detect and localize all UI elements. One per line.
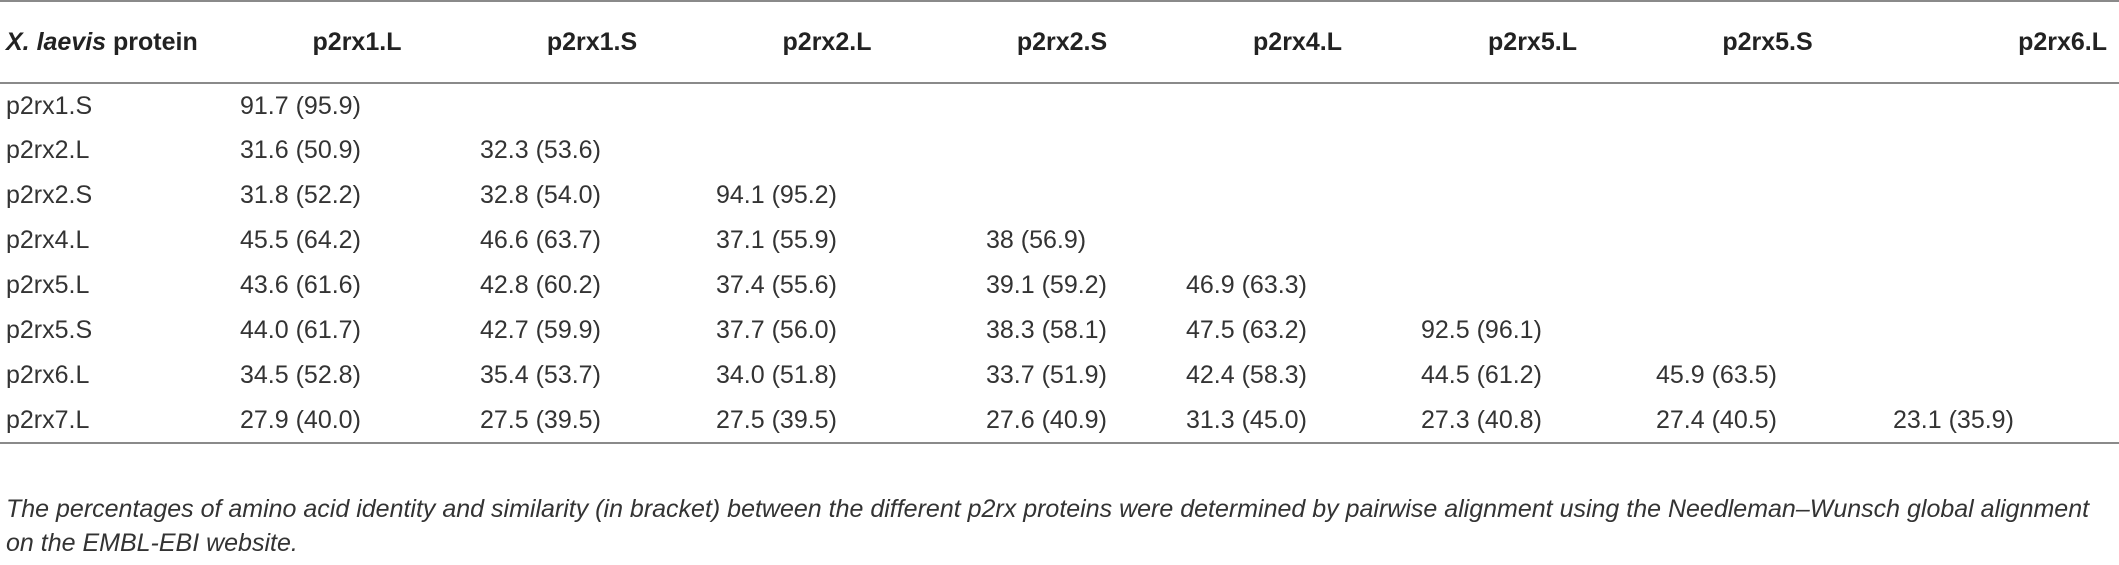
header-row: X. laevis protein p2rx1.L p2rx1.S p2rx2.L p… (0, 0, 2119, 84)
table-cell (1650, 128, 1885, 173)
table-row: p2rx1.S 91.7 (95.9) (0, 83, 2119, 128)
table-cell: 43.6 (61.6) (240, 271, 361, 299)
table-cell: 31.8 (52.2) (240, 181, 361, 209)
table-cell: 92.5 (96.1) (1421, 316, 1542, 344)
table-cell: 33.7 (51.9) (986, 361, 1107, 389)
table-cell: 44.0 (61.7) (240, 316, 361, 344)
row-label: p2rx2.S (6, 181, 93, 209)
column-header: p2rx4.L (1180, 0, 1415, 84)
table-cell (1415, 83, 1650, 128)
table-cell (1650, 263, 1885, 308)
table-cell (710, 83, 944, 128)
table-footnote: The percentages of amino acid identity a… (6, 495, 2090, 557)
table-cell: 37.1 (55.9) (716, 226, 837, 254)
species-name: X. laevis (6, 27, 107, 56)
column-header: p2rx6.L (1885, 0, 2119, 84)
table-cell: 32.8 (54.0) (480, 181, 601, 209)
table-cell: 27.5 (39.5) (474, 398, 710, 444)
table-cell: 34.5 (52.8) (240, 361, 361, 389)
table-cell (1885, 128, 2119, 173)
row-label: p2rx7.L (0, 398, 240, 444)
table-cell (1415, 128, 1650, 173)
table-cell: 38 (56.9) (986, 226, 1087, 254)
column-header: p2rx5.S (1650, 0, 1885, 84)
row-label: p2rx4.L (6, 226, 90, 254)
table-body: p2rx1.S 91.7 (95.9) p2rx2.L 31.6 (50.9) 32.3… (0, 83, 2119, 444)
table-cell (1650, 218, 1885, 263)
table-cell: 27.5 (39.5) (710, 398, 944, 444)
table-cell: 27.9 (40.0) (240, 398, 474, 444)
table-cell: 94.1 (95.2) (716, 181, 837, 209)
table-cell: 27.6 (40.9) (944, 398, 1180, 444)
table-cell (1650, 83, 1885, 128)
table-cell: 23.1 (35.9) (1885, 398, 2119, 444)
table-row: p2rx4.L 45.5 (64.2) 46.6 (63.7) 37.1 (55.9)… (0, 218, 2119, 263)
row-label: p2rx5.L (6, 271, 90, 299)
table-cell: 91.7 (95.9) (240, 91, 361, 120)
table-cell (1180, 83, 1415, 128)
table-cell: 32.3 (53.6) (480, 136, 601, 164)
table-cell (944, 83, 1180, 128)
table-cell (1885, 263, 2119, 308)
column-header: p2rx2.L (710, 0, 944, 84)
table-cell (1885, 308, 2119, 353)
table-row: p2rx5.S 44.0 (61.7) 42.7 (59.9) 37.7 (56.0)… (0, 308, 2119, 353)
table-cell: 34.0 (51.8) (716, 361, 837, 389)
table-row: p2rx2.S 31.8 (52.2) 32.8 (54.0) 94.1 (95.2) (0, 173, 2119, 218)
table-cell: 42.7 (59.9) (480, 316, 601, 344)
row-label: p2rx1.S (6, 91, 93, 120)
table-cell (1885, 83, 2119, 128)
table-cell (1415, 173, 1650, 218)
table-cell: 42.4 (58.3) (1186, 361, 1307, 389)
table-cell (1885, 218, 2119, 263)
table-cell: 39.1 (59.2) (986, 271, 1107, 299)
table-row: p2rx2.L 31.6 (50.9) 32.3 (53.6) (0, 128, 2119, 173)
table-cell (710, 128, 944, 173)
table-cell (1415, 218, 1650, 263)
table-cell: 46.6 (63.7) (480, 226, 601, 254)
table-cell (1885, 173, 2119, 218)
row-label: p2rx6.L (6, 361, 90, 389)
table-cell: 45.5 (64.2) (240, 226, 361, 254)
table-cell (1885, 353, 2119, 398)
table-cell: 31.3 (45.0) (1180, 398, 1415, 444)
protein-column-header: X. laevis protein (0, 0, 240, 84)
column-header: p2rx2.S (944, 0, 1180, 84)
identity-similarity-table: X. laevis protein p2rx1.L p2rx1.S p2rx2.L p… (0, 0, 2119, 444)
table-cell (1415, 263, 1650, 308)
table-cell: 35.4 (53.7) (480, 361, 601, 389)
table-cell (1650, 308, 1885, 353)
table-cell: 37.7 (56.0) (716, 316, 837, 344)
table-cell: 47.5 (63.2) (1186, 316, 1307, 344)
table-cell: 27.3 (40.8) (1415, 398, 1650, 444)
table-cell (1650, 173, 1885, 218)
table-header: X. laevis protein p2rx1.L p2rx1.S p2rx2.L p… (0, 0, 2119, 84)
table-cell: 38.3 (58.1) (986, 316, 1107, 344)
column-header: p2rx1.L (240, 0, 474, 84)
table-row: p2rx5.L 43.6 (61.6) 42.8 (60.2) 37.4 (55.6)… (0, 263, 2119, 308)
table-cell (1180, 128, 1415, 173)
table-cell: 37.4 (55.6) (716, 271, 837, 299)
table-row: p2rx6.L 34.5 (52.8) 35.4 (53.7) 34.0 (51.8)… (0, 353, 2119, 398)
table-cell: 46.9 (63.3) (1186, 271, 1307, 299)
table-cell: 42.8 (60.2) (480, 271, 601, 299)
table-cell (1180, 173, 1415, 218)
column-header: p2rx5.L (1415, 0, 1650, 84)
column-header: p2rx1.S (474, 0, 710, 84)
table-cell (944, 173, 1180, 218)
row-label: p2rx5.S (6, 316, 93, 344)
protein-label: protein (106, 27, 198, 56)
table-cell: 44.5 (61.2) (1421, 361, 1542, 389)
table-cell (1180, 218, 1415, 263)
table-cell (474, 83, 710, 128)
table-cell: 45.9 (63.5) (1656, 361, 1777, 389)
row-label: p2rx2.L (6, 136, 90, 164)
table-cell: 27.4 (40.5) (1650, 398, 1885, 444)
table-row: p2rx7.L 27.9 (40.0) 27.5 (39.5) 27.5 (39.5)… (0, 398, 2119, 444)
table-cell: 31.6 (50.9) (240, 136, 361, 164)
table-cell (944, 128, 1180, 173)
